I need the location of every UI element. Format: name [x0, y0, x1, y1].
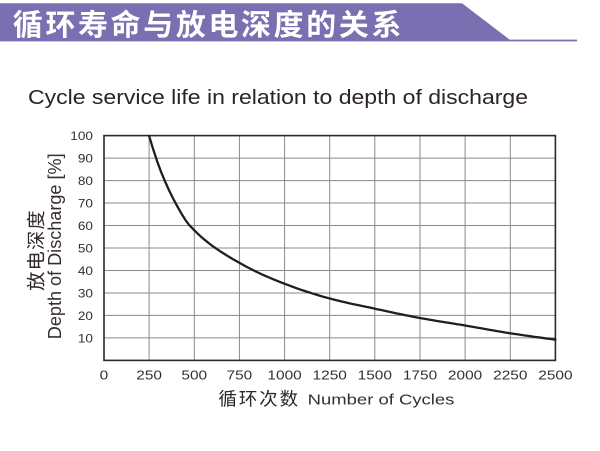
svg-text:50: 50 — [78, 241, 93, 255]
svg-text:1000: 1000 — [267, 368, 301, 383]
svg-text:40: 40 — [78, 264, 93, 278]
svg-text:2250: 2250 — [493, 368, 527, 383]
svg-text:0: 0 — [100, 368, 109, 383]
svg-text:60: 60 — [78, 219, 93, 233]
svg-text:20: 20 — [78, 309, 93, 323]
svg-text:Depth of Discharge [%]: Depth of Discharge [%] — [45, 153, 65, 339]
svg-text:80: 80 — [78, 174, 93, 188]
svg-text:30: 30 — [78, 286, 93, 300]
svg-text:500: 500 — [181, 368, 207, 383]
svg-text:750: 750 — [227, 368, 253, 383]
svg-text:1250: 1250 — [313, 368, 347, 383]
svg-text:2500: 2500 — [538, 368, 572, 383]
svg-text:1500: 1500 — [358, 368, 392, 383]
svg-text:Cycle service life in relation: Cycle service life in relation to depth … — [28, 87, 528, 109]
svg-text:250: 250 — [136, 368, 162, 383]
svg-text:70: 70 — [78, 196, 93, 210]
svg-text:10: 10 — [78, 331, 93, 345]
svg-text:2000: 2000 — [448, 368, 482, 383]
svg-text:Number of Cycles: Number of Cycles — [308, 392, 455, 409]
svg-text:1750: 1750 — [403, 368, 437, 383]
svg-text:90: 90 — [78, 152, 93, 166]
svg-text:100: 100 — [70, 129, 93, 143]
